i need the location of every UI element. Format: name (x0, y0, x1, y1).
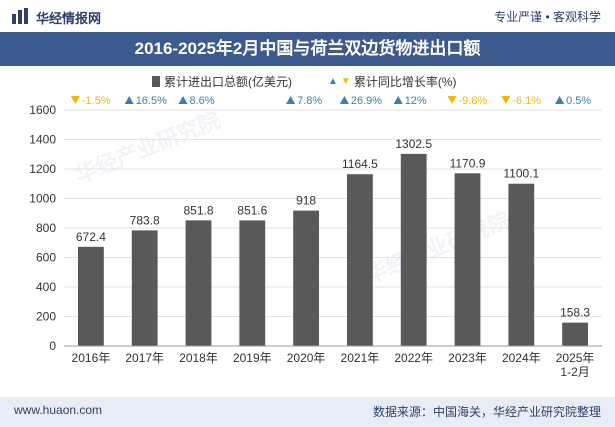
x-tick-label: 2020年 (287, 351, 326, 365)
growth-label: 26.9% (351, 95, 382, 107)
triangle-up-icon (124, 96, 134, 104)
growth-labels: -1.5% 16.5% 8.6% 7.8% 26.9% 12% -9.8% -6.1% 0.5% (70, 95, 591, 107)
data-label: 672.4 (76, 230, 106, 244)
growth-label: -6.1% (512, 95, 541, 107)
data-label: 783.8 (130, 213, 160, 227)
bar (508, 183, 535, 346)
chart-title: 2016-2025年2月中国与荷兰双边货物进出口额 (134, 39, 481, 58)
bar (562, 322, 589, 346)
bar (400, 153, 427, 346)
triangle-down-icon (447, 96, 457, 104)
legend-bar-swatch (152, 76, 160, 87)
triangle-down-icon (70, 96, 80, 104)
value-labels: 672.4 783.8 851.8 851.6 918 1164.5 1302.5 1170.… (76, 137, 591, 320)
x-tick-label: 2025年 (556, 351, 595, 365)
legend-bar-label: 累计进出口总额(亿美元) (164, 75, 292, 89)
bars (77, 153, 589, 346)
brand-name: 华经情报网 (36, 11, 102, 26)
bar (131, 230, 158, 346)
x-tick-label: 2021年 (341, 351, 380, 365)
data-label: 158.3 (560, 306, 590, 320)
data-label: 1100.1 (503, 167, 539, 181)
triangle-up-icon: ▲ (328, 76, 338, 87)
x-tick-label: 1-2月 (560, 365, 589, 379)
x-tick-label: 2018年 (179, 351, 218, 365)
growth-label: -9.8% (459, 95, 488, 107)
bar (454, 173, 481, 346)
y-tick-label: 1400 (29, 133, 56, 147)
y-tick-label: 200 (36, 310, 56, 324)
y-tick-label: 600 (36, 251, 56, 265)
data-label: 1164.5 (342, 157, 378, 171)
legend-line-label: 累计同比增长率(%) (353, 75, 457, 89)
x-tick-label: 2024年 (502, 351, 541, 365)
y-tick-label: 800 (36, 221, 56, 235)
bar (346, 174, 373, 346)
x-tick-label: 2017年 (125, 351, 164, 365)
triangle-down-icon: ▼ (340, 76, 351, 87)
data-label: 1302.5 (395, 137, 432, 151)
triangle-up-icon (339, 96, 349, 104)
x-tick-label: 2019年 (233, 351, 272, 365)
brand-logo-icon (12, 8, 28, 24)
growth-label: 7.8% (297, 95, 322, 107)
legend-item-total: 累计进出口总额(亿美元) (152, 73, 292, 90)
bar (293, 210, 320, 346)
growth-label: 12% (405, 95, 427, 107)
legend-item-growth: ▲ ▼ 累计同比增长率(%) (328, 73, 456, 90)
triangle-up-icon (286, 96, 296, 104)
brand-slogan: 专业严谨 • 客观科学 (494, 10, 601, 24)
data-label: 851.8 (183, 203, 213, 217)
footer-website: www.huaon.com (14, 403, 103, 417)
x-tick-label: 2016年 (72, 351, 111, 365)
x-tick-label: 2023年 (448, 351, 487, 365)
x-axis: 2016年 2017年 2018年 2019年 2020年 2021年 2022年 2023年… (64, 345, 602, 379)
title-bar (0, 32, 615, 66)
data-label: 918 (296, 194, 316, 208)
bar-chart: 0 200 400 600 800 1000 1200 1400 1600 672.4 783.8… (29, 95, 602, 379)
growth-label: 0.5% (566, 95, 591, 107)
bar (239, 220, 266, 346)
triangle-up-icon (178, 96, 188, 104)
footer-source: 数据来源：中国海关，华经产业研究院整理 (372, 405, 601, 419)
bar (185, 220, 212, 346)
growth-label: -1.5% (82, 95, 111, 107)
footer (0, 397, 615, 427)
y-tick-label: 1600 (29, 103, 56, 117)
growth-label: 8.6% (190, 95, 215, 107)
y-tick-label: 1000 (29, 192, 56, 206)
bar (77, 246, 104, 346)
growth-label: 16.5% (136, 95, 167, 107)
triangle-down-icon (501, 96, 511, 104)
y-tick-label: 1200 (29, 162, 56, 176)
triangle-up-icon (555, 96, 565, 104)
top-bar: 华经情报网 专业严谨 • 客观科学 (0, 0, 615, 32)
chart-legend: 累计进出口总额(亿美元) ▲ ▼ 累计同比增长率(%) (0, 70, 615, 90)
y-tick-label: 0 (49, 339, 56, 353)
triangle-up-icon (393, 96, 403, 104)
data-label: 1170.9 (450, 156, 486, 170)
data-label: 851.6 (237, 203, 267, 217)
y-axis: 0 200 400 600 800 1000 1200 1400 1600 (29, 103, 56, 353)
x-tick-label: 2022年 (394, 351, 433, 365)
y-tick-label: 400 (36, 280, 56, 294)
